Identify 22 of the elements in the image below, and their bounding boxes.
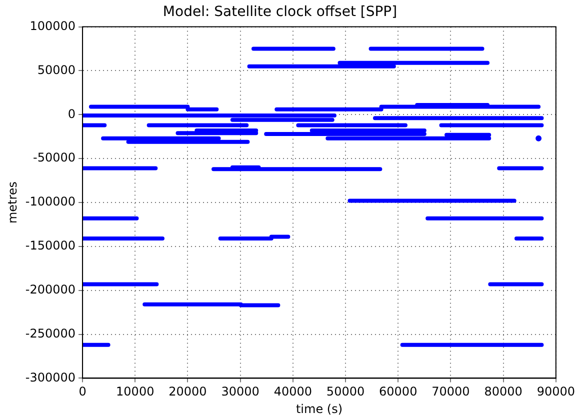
- y-tick-label: 0: [68, 106, 76, 121]
- y-tick-label: -100000: [25, 194, 76, 209]
- x-tick-label: 20000: [168, 384, 207, 399]
- x-tick-label: 80000: [484, 384, 522, 399]
- x-tick-label: 10000: [116, 384, 154, 399]
- x-tick-label: 40000: [274, 384, 312, 399]
- x-tick-label: 50000: [326, 384, 365, 399]
- y-tick-label: -150000: [25, 238, 76, 253]
- x-tick-label: 60000: [379, 384, 418, 399]
- y-tick-label: -300000: [25, 370, 76, 384]
- y-tick-label: 100000: [30, 18, 76, 33]
- y-tick-label: -50000: [33, 150, 76, 165]
- y-tick-label: 50000: [37, 62, 76, 77]
- y-tick-label: -200000: [25, 282, 76, 296]
- chart-title: Model: Satellite clock offset [SPP]: [162, 4, 398, 20]
- x-tick-label: 90000: [536, 384, 576, 399]
- x-tick-label: 0: [78, 384, 86, 399]
- y-tick-label: -250000: [25, 326, 76, 340]
- x-axis-title: time (s): [296, 402, 342, 416]
- x-tick-label: 70000: [432, 384, 470, 399]
- x-tick-label: 30000: [221, 384, 260, 399]
- y-axis-title: metres: [5, 181, 20, 224]
